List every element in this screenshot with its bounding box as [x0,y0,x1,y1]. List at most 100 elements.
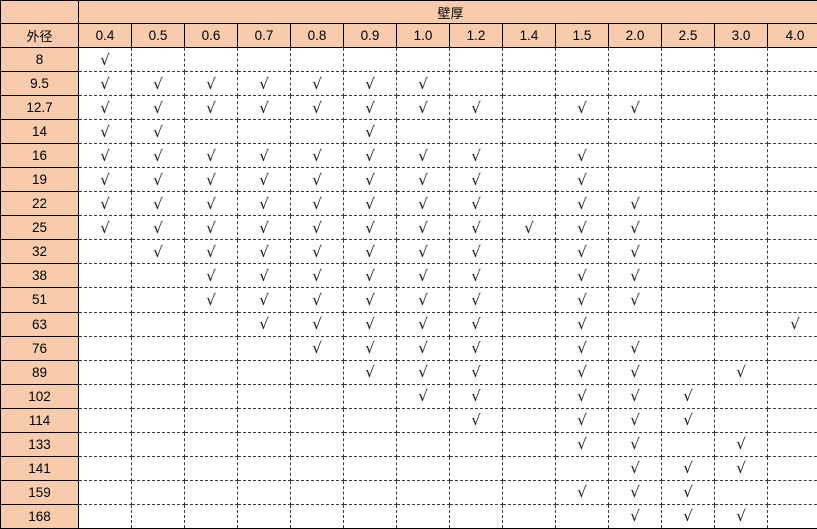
cell-89-0.8 [290,360,344,385]
cell-89-3.0: √ [714,360,768,385]
check-mark-icon: √ [630,507,640,526]
cell-63-1.5: √ [555,312,609,337]
check-mark-icon: √ [736,459,746,478]
row-label-32: 32 [0,239,79,265]
cell-89-0.4 [78,360,132,385]
check-mark-icon: √ [418,290,428,309]
cell-25-0.4: √ [78,215,132,241]
check-mark-icon: √ [577,435,587,454]
cell-76-0.8: √ [290,336,344,361]
cell-114-4.0 [767,408,817,433]
cell-9.5-0.5: √ [131,71,185,97]
cell-114-0.8 [290,408,344,433]
cell-76-4.0 [767,336,817,361]
row-label-114: 114 [0,408,79,433]
check-mark-icon: √ [630,242,640,261]
cell-141-0.5 [131,456,185,481]
cell-16-1.2: √ [449,143,503,169]
cell-159-2.5: √ [661,480,715,505]
cell-8-0.8 [290,47,344,73]
cell-14-2.5 [661,119,715,145]
row-label-9.5: 9.5 [0,71,79,97]
cell-32-0.5: √ [131,239,185,265]
column-header-1.4: 1.4 [502,23,556,48]
cell-76-2.5 [661,336,715,361]
cell-38-1.5: √ [555,263,609,289]
cell-19-0.7: √ [237,167,291,193]
cell-14-0.5: √ [131,119,185,145]
cell-63-0.4 [78,312,132,337]
cell-14-1.4 [502,119,556,145]
cell-51-3.0 [714,287,768,313]
cell-12.7-0.9: √ [343,95,397,121]
cell-102-0.9 [343,384,397,409]
cell-76-0.6 [184,336,238,361]
check-mark-icon: √ [418,194,428,213]
column-header-2.5: 2.5 [661,23,715,48]
cell-159-0.6 [184,480,238,505]
row-label-19: 19 [0,167,79,193]
cell-9.5-1.2 [449,71,503,97]
cell-19-0.8: √ [290,167,344,193]
cell-141-0.9 [343,456,397,481]
table-row: 89 √ √ √ √ √ √ [0,360,817,385]
cell-32-1.0: √ [396,239,450,265]
check-mark-icon: √ [100,170,110,189]
cell-19-3.0 [714,167,768,193]
table-row: 32 √ √ √ √ √ √ √ √ √ [0,239,817,265]
check-mark-icon: √ [100,146,110,165]
check-mark-icon: √ [630,411,640,430]
cell-51-0.4 [78,287,132,313]
cell-102-1.0: √ [396,384,450,409]
cell-25-2.5 [661,215,715,241]
cell-12.7-2.5 [661,95,715,121]
cell-9.5-1.5 [555,71,609,97]
cell-168-1.4 [502,504,556,529]
cell-141-0.7 [237,456,291,481]
cell-9.5-3.0 [714,71,768,97]
cell-19-4.0 [767,167,817,193]
table-row: 19 √ √ √ √ √ √ √ √ √ [0,167,817,193]
check-mark-icon: √ [259,242,269,261]
cell-14-0.8 [290,119,344,145]
cell-114-0.7 [237,408,291,433]
cell-25-1.0: √ [396,215,450,241]
cell-102-3.0 [714,384,768,409]
cell-32-2.0: √ [608,239,662,265]
cell-159-1.5: √ [555,480,609,505]
check-mark-icon: √ [471,194,481,213]
cell-9.5-1.0: √ [396,71,450,97]
check-mark-icon: √ [206,266,216,285]
cell-16-2.5 [661,143,715,169]
check-mark-icon: √ [683,459,693,478]
cell-51-0.5 [131,287,185,313]
check-mark-icon: √ [630,218,640,237]
cell-76-1.5: √ [555,336,609,361]
check-mark-icon: √ [418,170,428,189]
cell-51-2.5 [661,287,715,313]
cell-9.5-0.9: √ [343,71,397,97]
row-label-63: 63 [0,312,79,337]
cell-16-3.0 [714,143,768,169]
cell-38-2.5 [661,263,715,289]
table-row: 102 √ √ √ √ √ [0,384,817,409]
cell-159-1.2 [449,480,503,505]
check-mark-icon: √ [524,218,534,237]
check-mark-icon: √ [630,363,640,382]
cell-16-0.7: √ [237,143,291,169]
check-mark-icon: √ [736,363,746,382]
cell-168-0.8 [290,504,344,529]
cell-14-1.0 [396,119,450,145]
check-mark-icon: √ [312,339,322,358]
check-mark-icon: √ [259,98,269,117]
cell-12.7-1.2: √ [449,95,503,121]
check-mark-icon: √ [577,387,587,406]
cell-12.7-0.5: √ [131,95,185,121]
table-row: 168 √ √ √ [0,504,817,529]
column-group-title: 壁厚 [78,0,817,24]
cell-38-0.5 [131,263,185,289]
cell-12.7-0.4: √ [78,95,132,121]
table-row: 9.5 √ √ √ √ √ √ √ [0,71,817,97]
cell-9.5-4.0 [767,71,817,97]
cell-133-0.6 [184,432,238,457]
